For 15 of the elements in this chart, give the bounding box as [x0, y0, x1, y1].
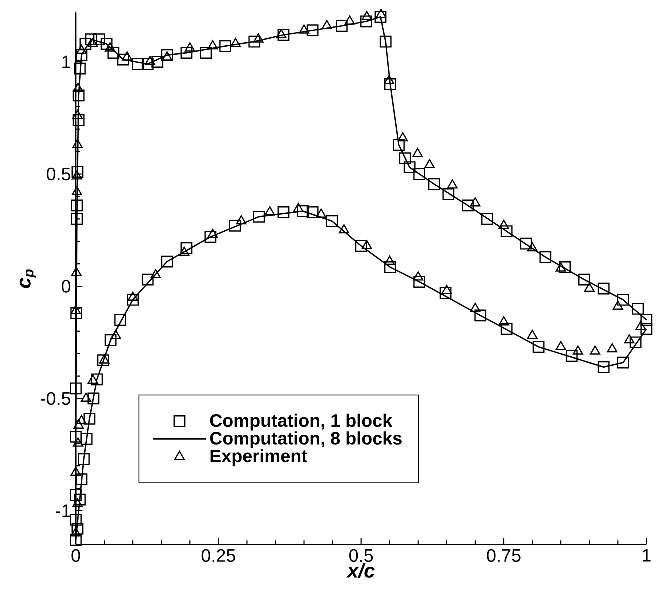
x-tick-label: 1	[643, 549, 651, 562]
x-axis-title: x/c	[346, 563, 375, 578]
x-tick-label: 0.25	[202, 549, 236, 562]
y-tick-label: -0.5	[41, 392, 71, 406]
text: c$_{p}$	[20, 270, 36, 288]
x-tick-label: 0.75	[487, 549, 521, 562]
y-tick-label: 1	[62, 56, 70, 68]
y-tick-label: 0	[62, 280, 71, 293]
legend-label: Experiment	[210, 449, 308, 466]
x-tick-label: 0.5	[350, 549, 374, 562]
x-tick-label: 0	[72, 549, 80, 562]
legend-label: Computation, 1 block	[210, 414, 393, 431]
legend-label: Computation, 8 blocks	[210, 432, 402, 448]
y-tick-label: 0.5	[46, 168, 71, 181]
y-tick-label: -1	[56, 504, 70, 518]
